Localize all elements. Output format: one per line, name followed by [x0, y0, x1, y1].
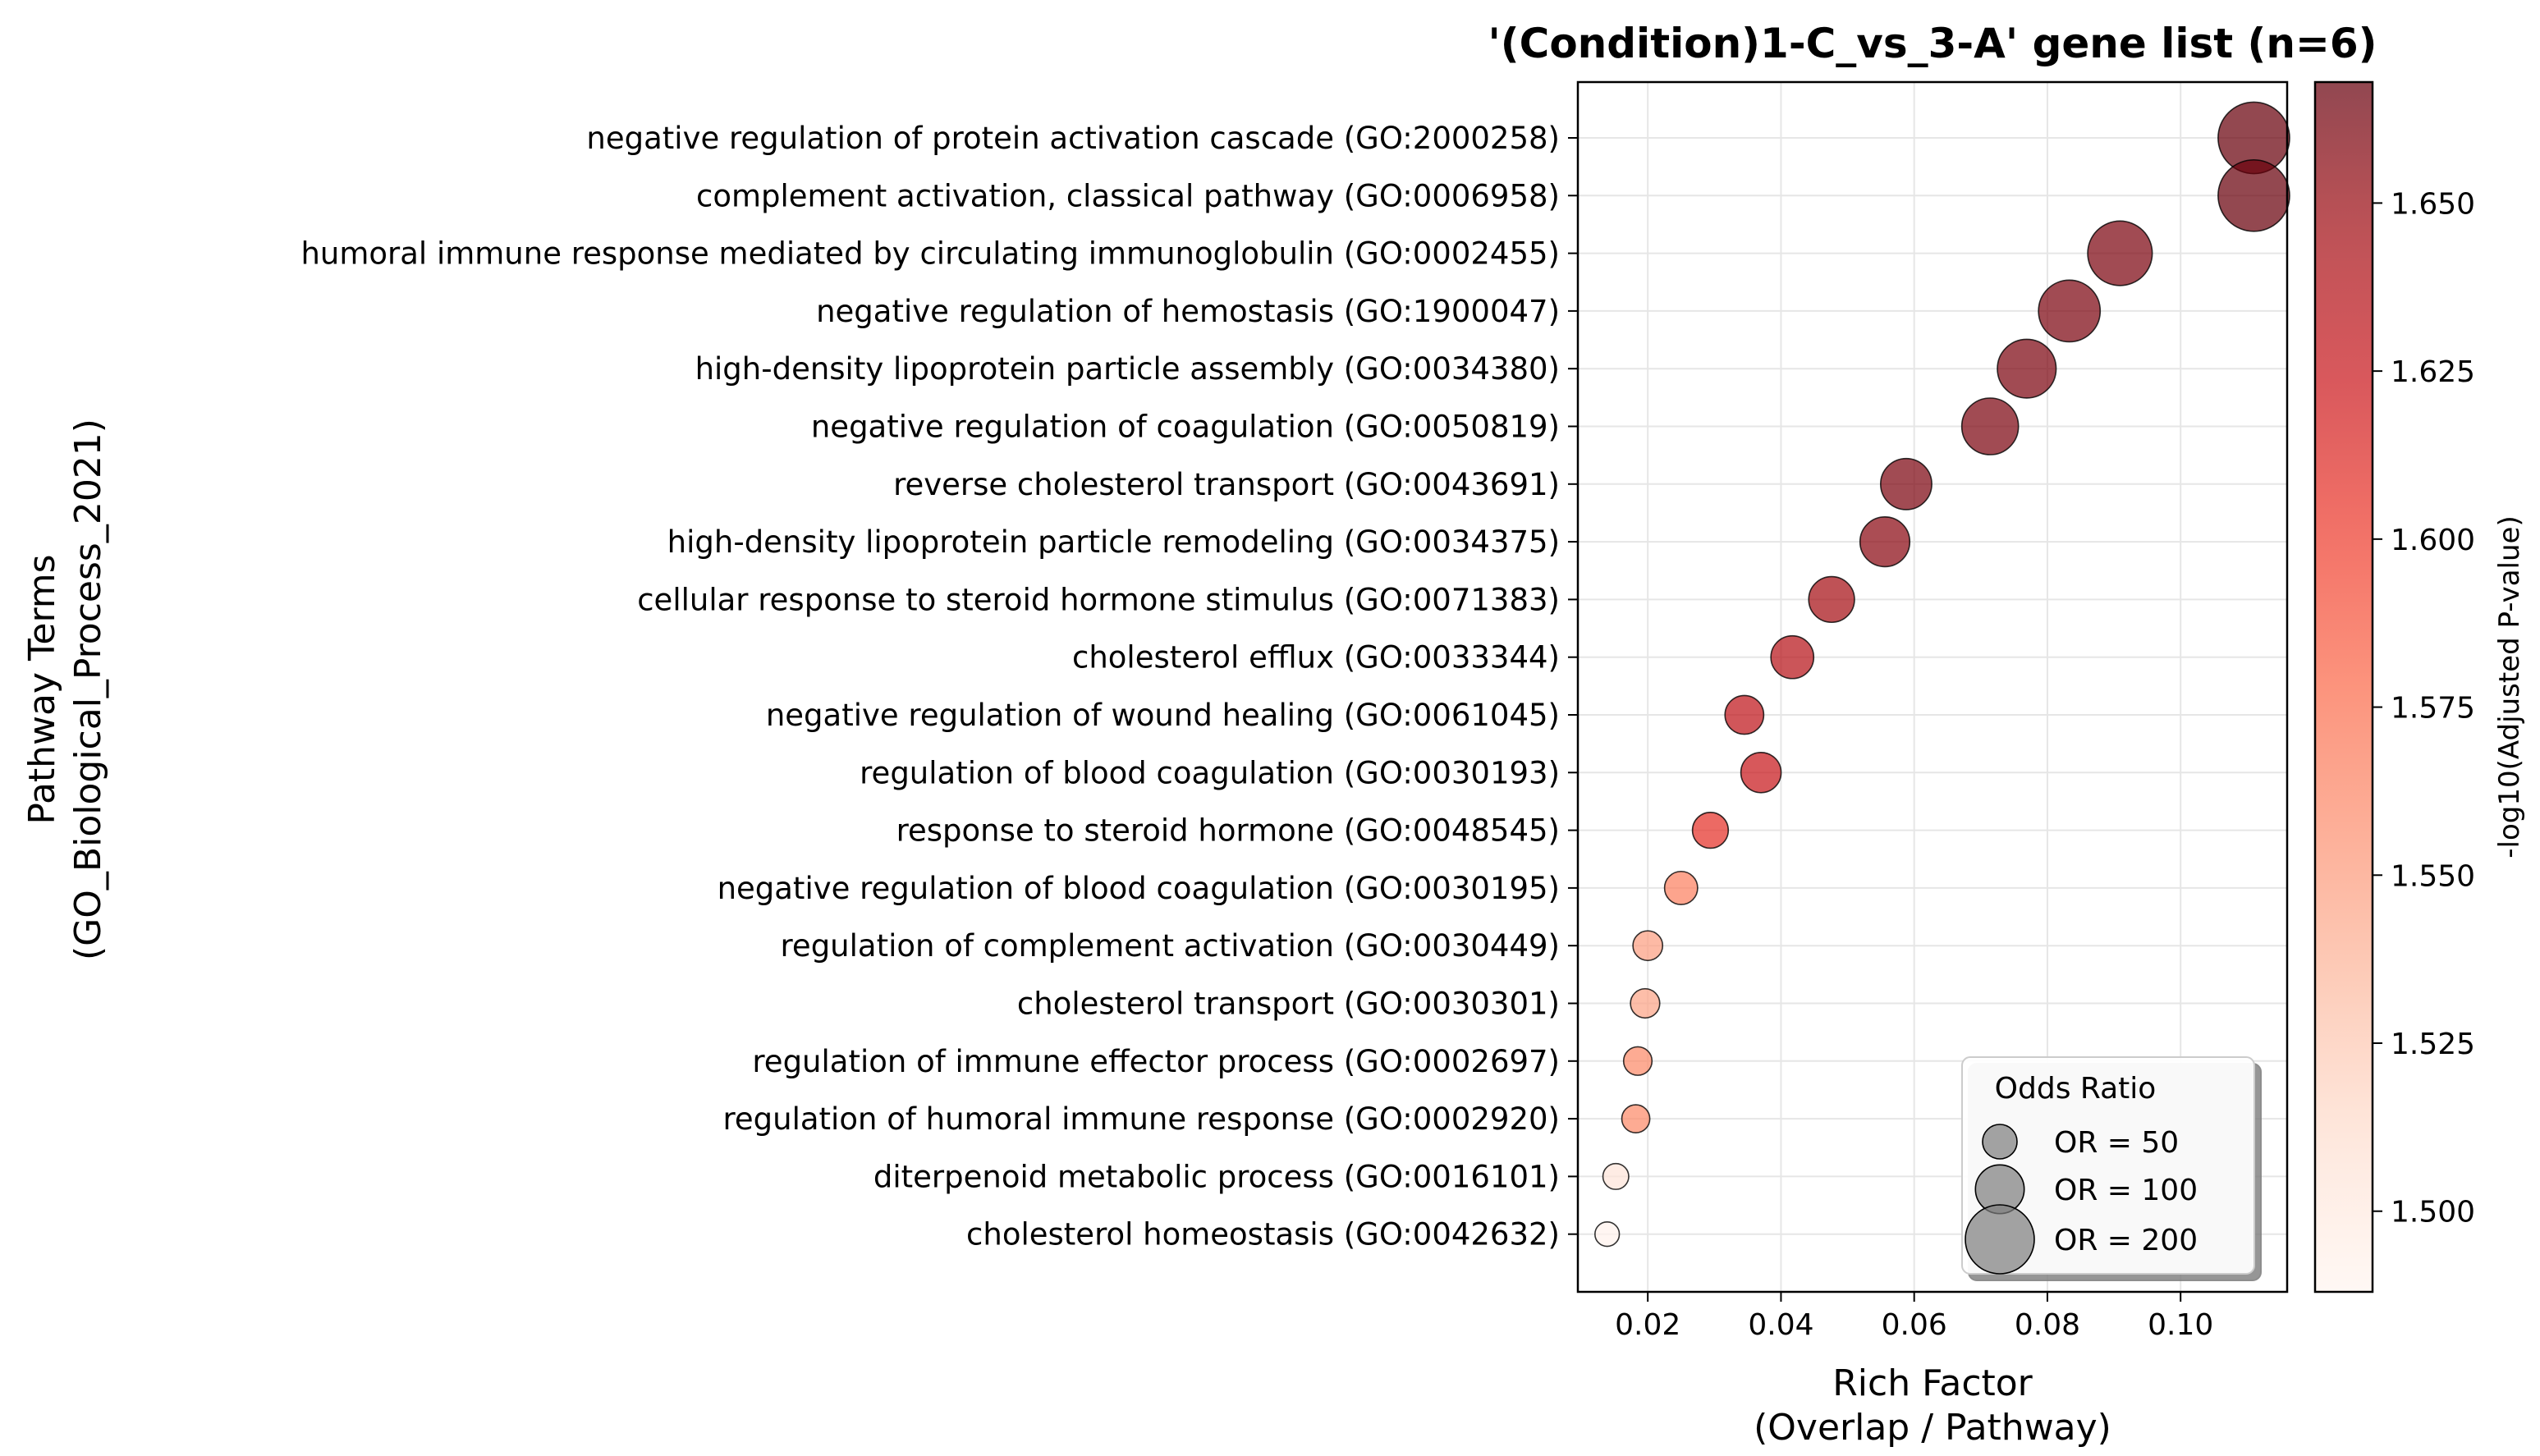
y-axis-label-line1: Pathway Terms — [21, 554, 63, 824]
size-legend-label: OR = 100 — [2054, 1174, 2198, 1207]
y-tick-label: regulation of complement activation (GO:… — [781, 928, 1560, 964]
data-point — [1630, 987, 1661, 1019]
data-point — [1632, 930, 1664, 962]
y-axis-tick-labels: negative regulation of protein activatio… — [300, 121, 1578, 1252]
y-tick-label: negative regulation of blood coagulation… — [718, 871, 1560, 906]
x-axis-label-line1: Rich Factor — [1832, 1362, 2033, 1404]
x-tick-label: 0.06 — [1882, 1308, 1947, 1342]
colorbar-tick-label: 1.575 — [2391, 692, 2475, 726]
colorbar-tick-label: 1.625 — [2391, 355, 2475, 389]
x-axis-tick-labels: 0.02 0.04 0.06 0.08 0.10 — [1615, 1292, 2213, 1342]
data-point — [1724, 694, 1765, 735]
size-legend-box — [1961, 1056, 2255, 1275]
size-legend-label: OR = 50 — [2054, 1126, 2179, 1160]
y-tick-label: response to steroid hormone (GO:0048545) — [896, 813, 1560, 849]
y-axis-label: Pathway Terms (GO_Biological_Process_202… — [21, 419, 109, 960]
x-tick-label: 0.08 — [2015, 1308, 2080, 1342]
plot-frame — [1576, 80, 2289, 1293]
data-point — [1621, 1104, 1651, 1133]
y-axis-label-line2: (GO_Biological_Process_2021) — [67, 419, 109, 960]
data-point — [1594, 1221, 1621, 1248]
y-tick-label: cholesterol transport (GO:0030301) — [1017, 987, 1560, 1022]
size-legend-label: OR = 200 — [2054, 1224, 2198, 1257]
colorbar: 1.500 1.525 1.550 1.575 1.600 1.625 1.650 -log… — [2313, 80, 2526, 1293]
y-tick-label: high-density lipoprotein particle remode… — [667, 524, 1560, 560]
data-points — [1594, 101, 2290, 1248]
colorbar-tick-label: 1.500 — [2391, 1196, 2475, 1229]
x-tick-label: 0.02 — [1615, 1308, 1680, 1342]
x-axis-label-line2: (Overlap / Pathway) — [1754, 1407, 2111, 1449]
data-point — [1663, 870, 1699, 905]
data-point — [2038, 279, 2102, 343]
data-point — [1602, 1162, 1630, 1190]
data-point — [1770, 634, 1815, 680]
x-tick-label: 0.04 — [1748, 1308, 1813, 1342]
data-point — [1622, 1046, 1653, 1076]
size-legend-title: Odds Ratio — [1995, 1072, 2157, 1106]
y-tick-label: complement activation, classical pathway… — [696, 178, 1560, 213]
colorbar-ticks: 1.500 1.525 1.550 1.575 1.600 1.625 1.650 — [2373, 187, 2475, 1229]
y-tick-label: diterpenoid metabolic process (GO:001610… — [873, 1159, 1560, 1194]
colorbar-tick-label: 1.525 — [2391, 1028, 2475, 1061]
x-tick-label: 0.10 — [2148, 1308, 2213, 1342]
data-point — [2217, 158, 2290, 232]
data-point — [1808, 575, 1855, 624]
data-point — [1960, 397, 2020, 456]
y-tick-label: high-density lipoprotein particle assemb… — [695, 351, 1560, 387]
y-tick-label: cellular response to steroid hormone sti… — [637, 582, 1560, 617]
data-point — [1740, 752, 1782, 794]
colorbar-label: -log10(Adjusted P-value) — [2493, 515, 2526, 858]
y-tick-label: negative regulation of protein activatio… — [586, 121, 1560, 156]
data-point — [2087, 220, 2153, 286]
x-axis-label: Rich Factor (Overlap / Pathway) — [1754, 1362, 2111, 1449]
size-legend-marker — [1982, 1124, 2018, 1160]
y-tick-label: negative regulation of coagulation (GO:0… — [811, 410, 1560, 445]
size-legend: Odds Ratio OR = 50 OR = 100 OR = 200 — [1961, 1056, 2255, 1275]
y-tick-label: negative regulation of wound healing (GO… — [766, 698, 1560, 733]
y-tick-label: humoral immune response mediated by circ… — [300, 236, 1560, 272]
y-tick-label: cholesterol efflux (GO:0033344) — [1072, 640, 1560, 675]
data-point — [1880, 457, 1933, 511]
data-point — [1691, 811, 1730, 849]
colorbar-tick-label: 1.550 — [2391, 859, 2475, 893]
data-point — [1859, 516, 1911, 568]
colorbar-gradient — [2313, 80, 2374, 1293]
y-tick-label: regulation of humoral immune response (G… — [723, 1101, 1561, 1137]
y-tick-label: negative regulation of hemostasis (GO:19… — [816, 294, 1560, 329]
size-legend-entries: OR = 50 OR = 100 OR = 200 — [1965, 1124, 2198, 1275]
data-point — [1997, 338, 2057, 399]
chart-title: '(Condition)1-C_vs_3-A' gene list (n=6) — [1488, 20, 2377, 67]
size-legend-marker — [1965, 1204, 2035, 1275]
y-tick-label: regulation of blood coagulation (GO:0030… — [860, 755, 1560, 790]
y-tick-label: reverse cholesterol transport (GO:004369… — [893, 467, 1560, 502]
colorbar-tick-label: 1.600 — [2391, 524, 2475, 557]
colorbar-tick-label: 1.650 — [2391, 187, 2475, 221]
y-tick-label: cholesterol homeostasis (GO:0042632) — [966, 1217, 1560, 1252]
y-tick-label: regulation of immune effector process (G… — [752, 1044, 1560, 1079]
